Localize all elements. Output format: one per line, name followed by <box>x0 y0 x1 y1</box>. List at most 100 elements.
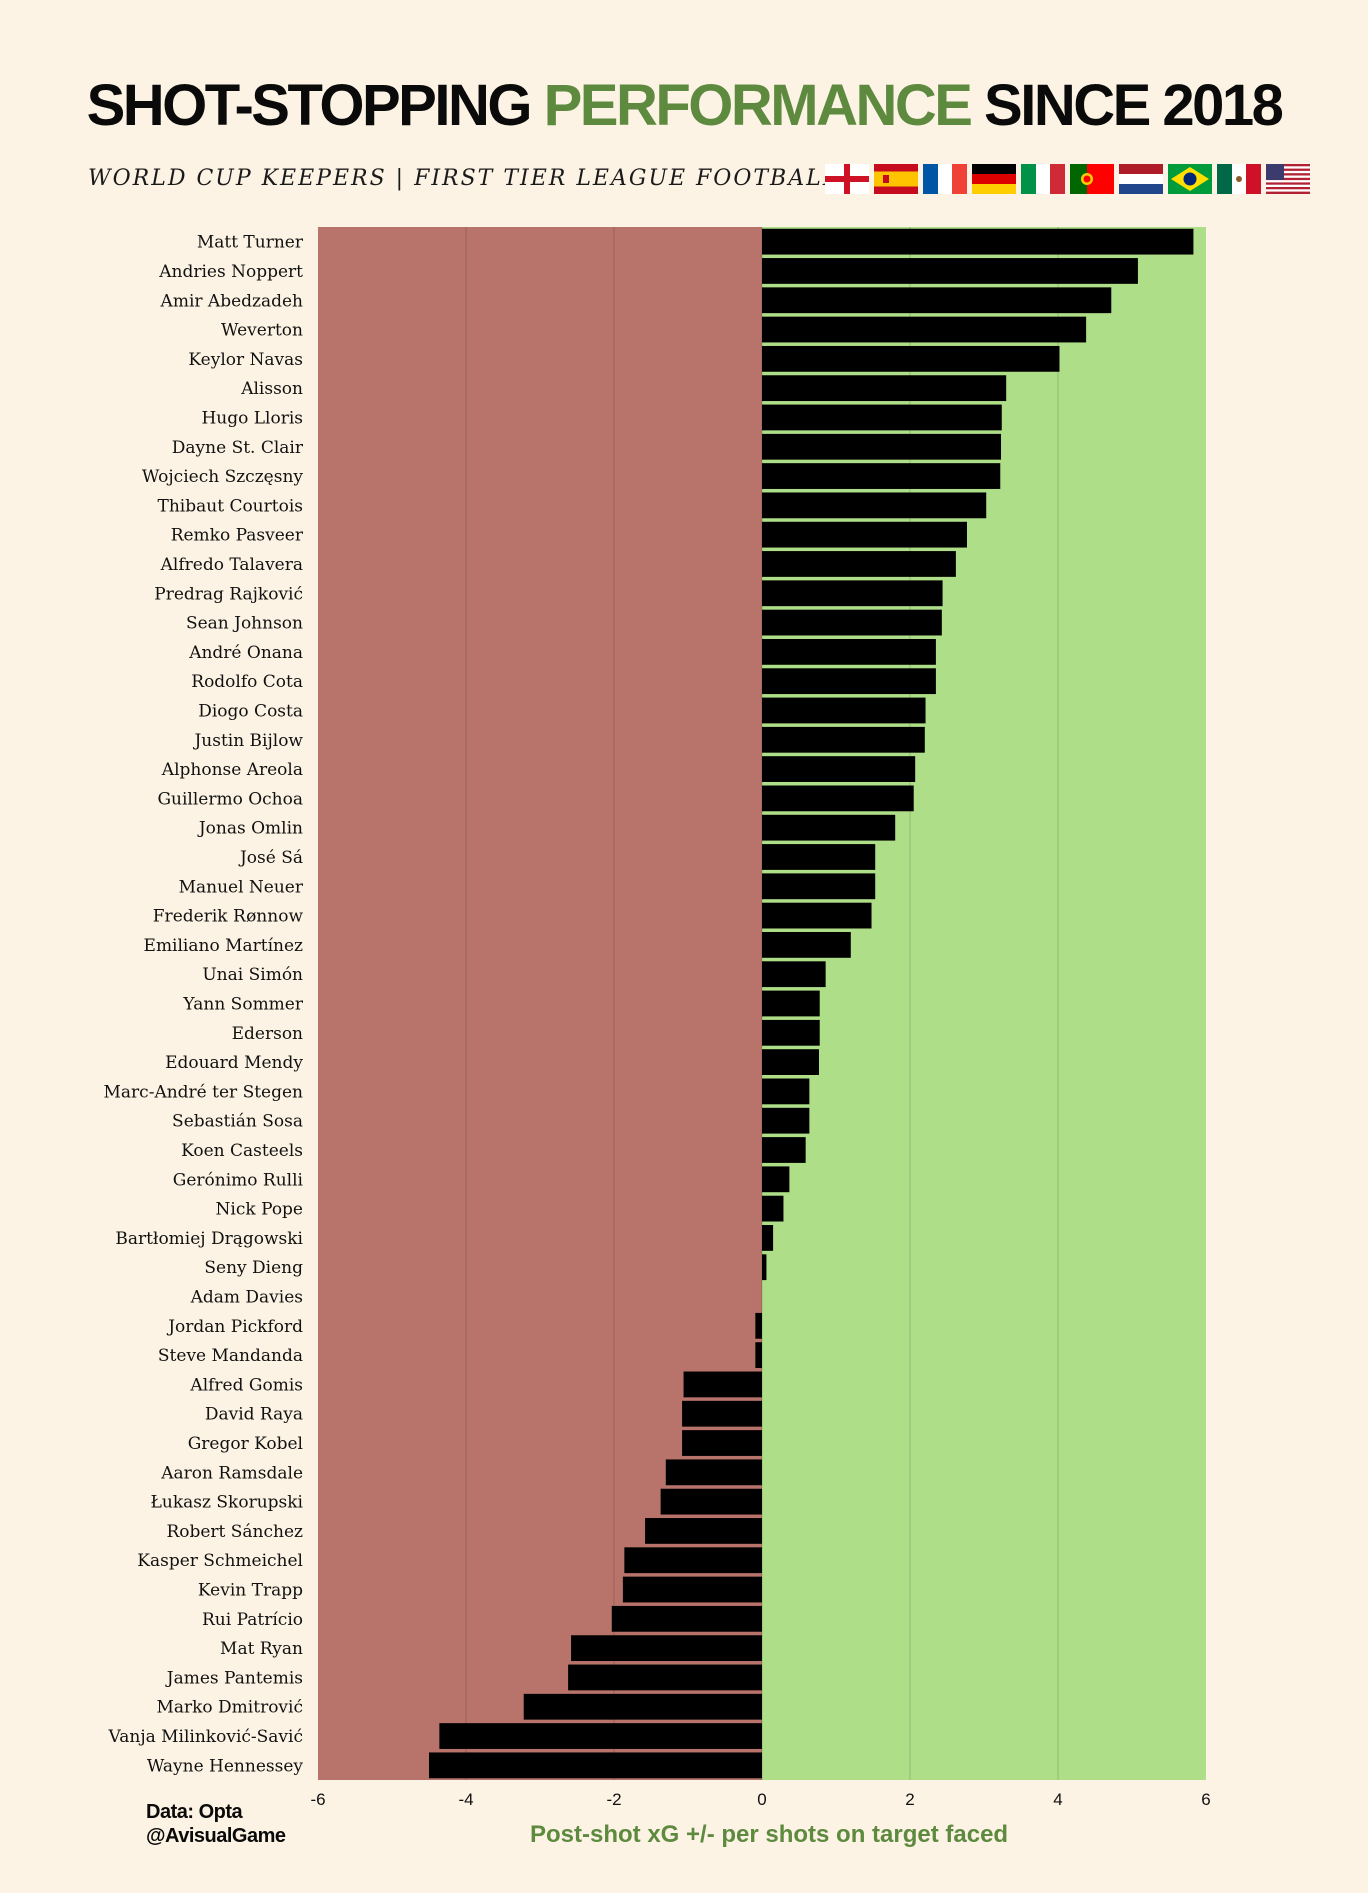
x-axis-title: Post-shot xG +/- per shots on target fac… <box>530 1821 1009 1848</box>
x-tick-label: 2 <box>905 1790 914 1809</box>
category-label: Robert Sánchez <box>166 1522 303 1542</box>
category-label: Steve Mandanda <box>158 1346 303 1366</box>
x-tick-label: -4 <box>458 1790 473 1809</box>
category-label: Nick Pope <box>216 1200 303 1220</box>
category-label: Alfred Gomis <box>189 1375 303 1395</box>
category-label: Dayne St. Clair <box>172 438 304 458</box>
flag-brazil-icon <box>1168 164 1212 194</box>
category-label: Frederik Rønnow <box>153 907 304 927</box>
bar <box>568 1664 762 1691</box>
bar <box>762 1078 810 1105</box>
category-label: Alphonse Areola <box>161 760 303 780</box>
category-label: Amir Abedzadeh <box>160 291 304 311</box>
bar <box>755 1312 762 1339</box>
category-label: Remko Pasveer <box>171 526 304 546</box>
flag-netherlands-icon <box>1119 164 1163 194</box>
category-label: Yann Sommer <box>182 995 304 1015</box>
bar <box>762 726 925 753</box>
bar <box>762 404 1002 431</box>
bar <box>439 1723 762 1749</box>
category-label: Vanja Milinković-Savić <box>108 1727 303 1747</box>
bar <box>762 492 987 519</box>
flag-germany-icon <box>972 164 1016 194</box>
category-label: Alisson <box>240 379 303 399</box>
bar <box>762 873 876 900</box>
category-label: Wayne Hennessey <box>147 1756 304 1776</box>
category-label: Gerónimo Rulli <box>173 1170 304 1190</box>
category-label: Marko Dmitrović <box>156 1698 303 1718</box>
bar <box>762 638 936 665</box>
category-label: Alfredo Talavera <box>160 555 303 575</box>
category-label: Guillermo Ochoa <box>157 789 303 809</box>
category-label: James Pantemis <box>165 1668 303 1688</box>
bar <box>762 990 820 1017</box>
category-label: Justin Bijlow <box>192 731 303 751</box>
bar <box>762 697 926 724</box>
bar <box>762 1254 767 1281</box>
category-label: David Raya <box>205 1405 303 1425</box>
category-label: Rui Patrício <box>202 1610 303 1630</box>
category-label: Rodolfo Cota <box>191 672 303 692</box>
bar <box>523 1693 762 1720</box>
flag-france-icon <box>923 164 967 194</box>
bar <box>762 902 872 929</box>
bar <box>762 521 967 548</box>
flag-england-icon <box>825 164 869 194</box>
category-label: Łukasz Skorupski <box>151 1493 304 1513</box>
category-label: Adam Davies <box>190 1288 303 1308</box>
category-label: Aaron Ramsdale <box>160 1463 303 1483</box>
category-label: Wojciech Szczęsny <box>142 467 304 487</box>
category-label: Andries Noppert <box>158 262 303 282</box>
bar <box>762 961 826 988</box>
bar <box>762 1107 810 1134</box>
data-credit: Data: Opta @AvisualGame <box>146 1800 286 1848</box>
bar <box>762 756 916 782</box>
bar <box>762 287 1112 314</box>
bar <box>762 551 956 577</box>
credit-handle: @AvisualGame <box>146 1825 286 1847</box>
flag-spain-icon <box>874 164 918 194</box>
flag-italy-icon <box>1021 164 1065 194</box>
bar <box>762 844 876 870</box>
category-label: Gregor Kobel <box>188 1434 303 1454</box>
bar <box>762 1049 819 1075</box>
bar <box>762 316 1087 343</box>
bar <box>762 932 851 958</box>
bar <box>762 1166 790 1193</box>
category-label: Kevin Trapp <box>198 1581 303 1601</box>
bar <box>622 1576 762 1603</box>
category-label: Marc-André ter Stegen <box>104 1082 304 1102</box>
bar <box>682 1430 762 1456</box>
bar <box>755 1342 762 1369</box>
flag-usa-icon <box>1266 164 1310 194</box>
bar <box>624 1547 762 1574</box>
flag-portugal-icon <box>1070 164 1114 194</box>
chart-title: SHOT-STOPPING PERFORMANCE SINCE 2018 <box>0 72 1368 139</box>
category-label: Kasper Schmeichel <box>137 1551 303 1571</box>
x-tick-label: -2 <box>606 1790 621 1809</box>
category-label: Hugo Lloris <box>201 408 303 428</box>
category-label: José Sá <box>238 848 303 868</box>
bar <box>429 1752 762 1779</box>
bar <box>660 1488 762 1515</box>
bar <box>762 228 1194 255</box>
bar <box>683 1371 762 1398</box>
bar <box>762 609 942 636</box>
bar <box>665 1459 762 1486</box>
category-label: Manuel Neuer <box>179 877 304 897</box>
category-label: Jordan Pickford <box>166 1317 303 1337</box>
category-label: Ederson <box>232 1024 303 1044</box>
category-label: Koen Casteels <box>181 1141 303 1161</box>
category-label: Bartłomiej Drągowski <box>115 1229 303 1249</box>
category-label: Predrag Rajković <box>154 584 303 604</box>
category-label: André Onana <box>188 643 303 663</box>
bar <box>571 1635 762 1662</box>
bar <box>762 814 896 841</box>
category-label: Sebastián Sosa <box>172 1112 303 1132</box>
x-tick-label: 6 <box>1201 1790 1210 1809</box>
bar <box>762 1019 820 1046</box>
bar <box>762 580 943 607</box>
category-label: Mat Ryan <box>220 1639 303 1659</box>
title-part-1: SHOT-STOPPING <box>86 73 544 138</box>
